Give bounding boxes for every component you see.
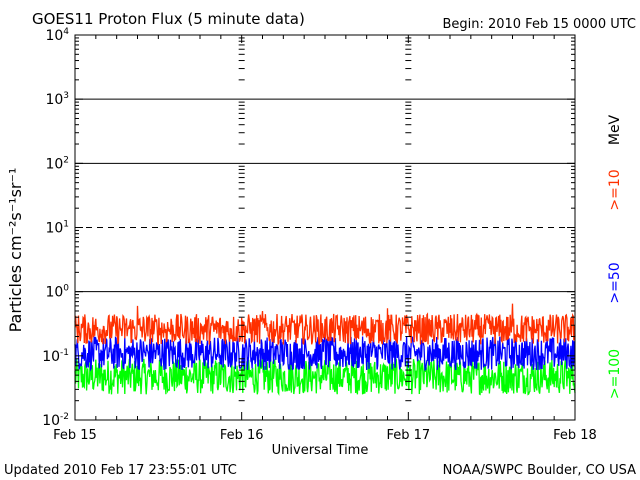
- x-tick-label: Feb 17: [386, 428, 430, 443]
- horizontal-reference-lines: [75, 98, 575, 293]
- legend-unit: MeV: [607, 114, 623, 145]
- y-tick-label: 104: [45, 27, 69, 44]
- y-tick-label: 10-1: [42, 348, 69, 365]
- x-tick-label: Feb 15: [53, 428, 97, 443]
- x-tick-label: Feb 16: [220, 428, 264, 443]
- y-tick-label: 100: [45, 284, 69, 301]
- credit-label: NOAA/SWPC Boulder, CO USA: [443, 463, 636, 478]
- legend-item-10: >=10: [607, 169, 623, 210]
- y-tick-labels: 10-2 10-1 100 101 102 103 104: [42, 27, 69, 429]
- begin-label: Begin: 2010 Feb 15 0000 UTC: [442, 17, 636, 32]
- minor-ticks: [74, 35, 576, 421]
- x-tick-label: Feb 18: [553, 428, 597, 443]
- legend-item-50: >=50: [607, 262, 623, 303]
- x-tick-labels: Feb 15 Feb 16 Feb 17 Feb 18: [53, 428, 597, 443]
- y-axis-label: Particles cm⁻²s⁻¹sr⁻¹: [6, 168, 25, 333]
- y-tick-label: 101: [45, 220, 69, 237]
- y-tick-label: 102: [45, 155, 69, 172]
- legend-item-100: >=100: [607, 349, 623, 399]
- series-line: [74, 303, 576, 347]
- legend: MeV >=10 >=50 >=100: [607, 114, 623, 399]
- plot-border: [74, 34, 576, 421]
- y-tick-label: 10-2: [42, 412, 69, 429]
- data-series: [74, 303, 576, 396]
- updated-label: Updated 2010 Feb 17 23:55:01 UTC: [4, 463, 237, 478]
- x-axis-label: Universal Time: [272, 443, 369, 458]
- chart-title: GOES11 Proton Flux (5 minute data): [32, 10, 305, 28]
- y-tick-label: 103: [45, 91, 69, 108]
- plot-frame: [74, 34, 576, 421]
